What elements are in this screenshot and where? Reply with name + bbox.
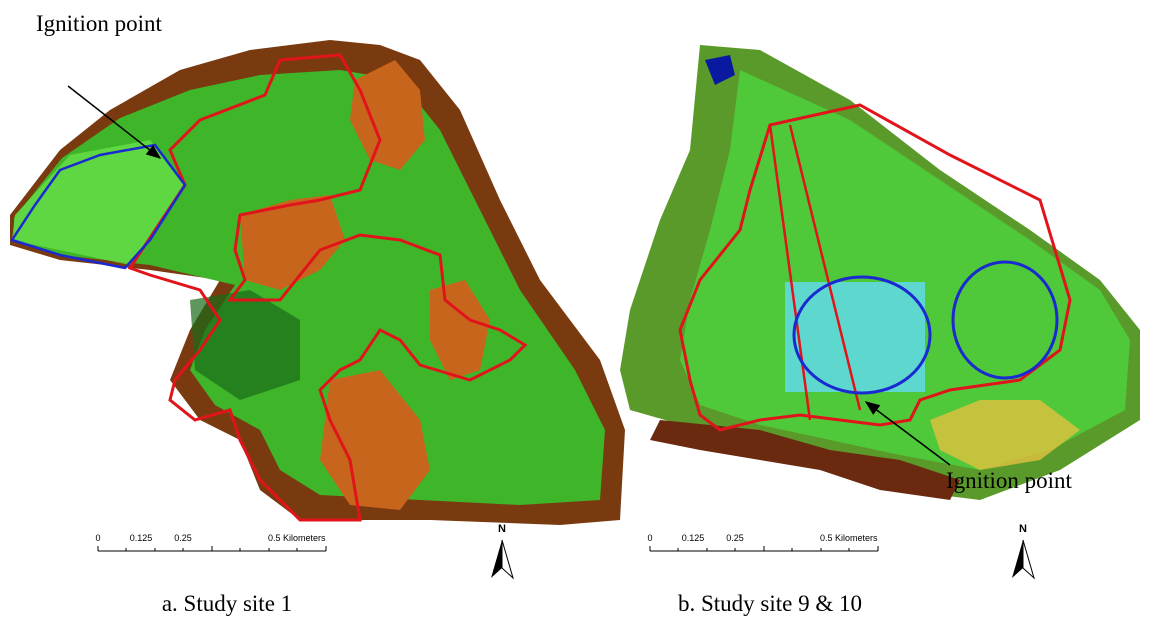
water-body	[785, 282, 925, 392]
scale-label: 0.125	[130, 533, 153, 543]
north-arrow: N	[491, 523, 513, 578]
scale-label: 0.25	[174, 533, 192, 543]
scale-bar: 0 0.125 0.25 0.5 Kilometers	[95, 533, 326, 551]
figure: Ignition point Ignition point 0 0.125 0.…	[0, 0, 1151, 621]
scale-label: 0.25	[726, 533, 744, 543]
caption: a. Study site 1	[162, 591, 292, 616]
north-label: N	[498, 523, 506, 535]
scale-label: 0.5 Kilometers	[268, 533, 326, 543]
scale-ticks	[98, 546, 326, 551]
scale-label: 0	[647, 533, 652, 543]
scale-label: 0	[95, 533, 100, 543]
scale-bar: 0 0.125 0.25 0.5 Kilometers	[647, 533, 878, 551]
ignition-label: Ignition point	[946, 468, 1072, 493]
scale-ticks	[650, 546, 878, 551]
map-b	[620, 45, 1140, 500]
scale-label: 0.5 Kilometers	[820, 533, 878, 543]
scale-label: 0.125	[682, 533, 705, 543]
caption: b. Study site 9 & 10	[678, 591, 862, 616]
north-label: N	[1019, 523, 1027, 535]
vegetation	[14, 70, 605, 505]
north-arrow: N	[1012, 523, 1034, 578]
ignition-label: Ignition point	[36, 11, 162, 36]
